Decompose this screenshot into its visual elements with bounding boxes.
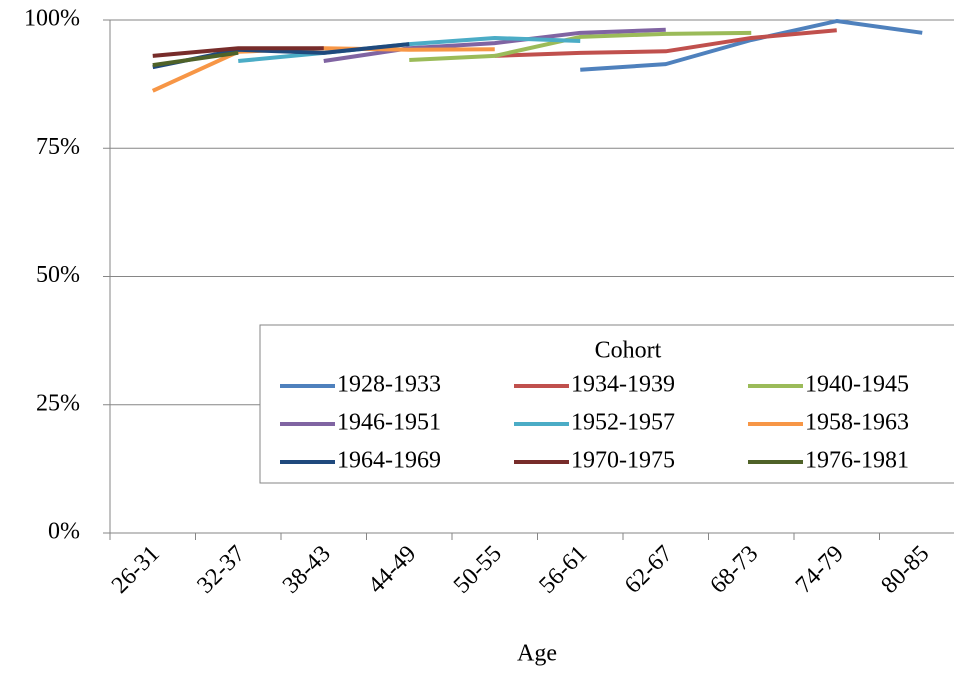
legend-label: 1958-1963 [805,410,909,436]
legend-label: 1940-1945 [805,372,909,398]
legend-title: Cohort [595,338,662,364]
x-tick-label: 62-67 [620,541,678,599]
x-tick-label: 80-85 [876,541,934,599]
legend-label: 1976-1981 [805,448,909,474]
legend-label: 1934-1939 [571,372,675,398]
legend-box [259,324,954,484]
series-line [323,27,666,64]
x-tick-label: 26-31 [107,541,165,599]
y-tick-label: 50% [36,262,80,288]
series-line [580,19,923,72]
x-axis-label: Age [517,641,557,667]
y-tick-label: 100% [24,6,80,32]
x-tick-label: 44-49 [363,541,421,599]
y-tick-label: 25% [36,390,80,416]
x-tick-label: 74-79 [791,541,849,599]
x-tick-label: 32-37 [192,541,250,599]
series-line [409,30,752,63]
legend-label: 1952-1957 [571,410,675,436]
series-line [152,46,324,58]
x-tick-label: 68-73 [705,541,763,599]
legend-label: 1964-1969 [337,448,441,474]
legend-label: 1970-1975 [571,448,675,474]
x-tick-label: 56-61 [534,541,592,599]
x-tick-label: 50-55 [449,541,507,599]
series-line [152,50,239,68]
y-tick-label: 0% [48,519,80,545]
series-line [494,28,837,58]
y-tick-label: 75% [36,134,80,160]
legend-label: 1946-1951 [337,410,441,436]
x-tick-label: 38-43 [278,541,336,599]
legend-label: 1928-1933 [337,372,441,398]
